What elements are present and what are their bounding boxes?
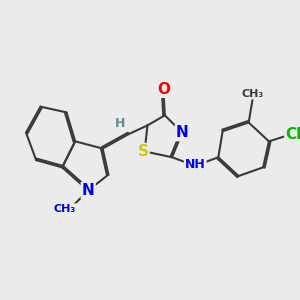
Text: CH₃: CH₃ <box>54 204 76 214</box>
Text: NH: NH <box>185 158 206 171</box>
Text: Cl: Cl <box>285 127 300 142</box>
Text: S: S <box>138 144 148 159</box>
Text: CH₃: CH₃ <box>242 88 264 99</box>
Text: O: O <box>157 82 170 97</box>
Text: N: N <box>176 125 188 140</box>
Text: H: H <box>115 118 125 130</box>
Text: N: N <box>82 183 94 198</box>
